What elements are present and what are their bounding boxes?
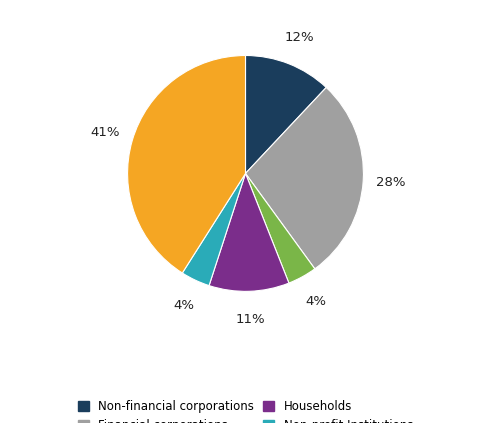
Wedge shape: [246, 88, 363, 269]
Wedge shape: [182, 173, 246, 286]
Wedge shape: [128, 55, 246, 273]
Text: 4%: 4%: [173, 299, 194, 312]
Wedge shape: [246, 173, 315, 283]
Legend: Non-financial corporations, Financial corporations, General government, Househol: Non-financial corporations, Financial co…: [78, 400, 413, 423]
Text: 28%: 28%: [376, 176, 406, 189]
Text: 11%: 11%: [235, 313, 265, 326]
Wedge shape: [209, 173, 289, 291]
Text: 41%: 41%: [91, 126, 120, 139]
Text: 4%: 4%: [305, 294, 326, 308]
Wedge shape: [246, 55, 326, 173]
Text: 12%: 12%: [284, 31, 314, 44]
